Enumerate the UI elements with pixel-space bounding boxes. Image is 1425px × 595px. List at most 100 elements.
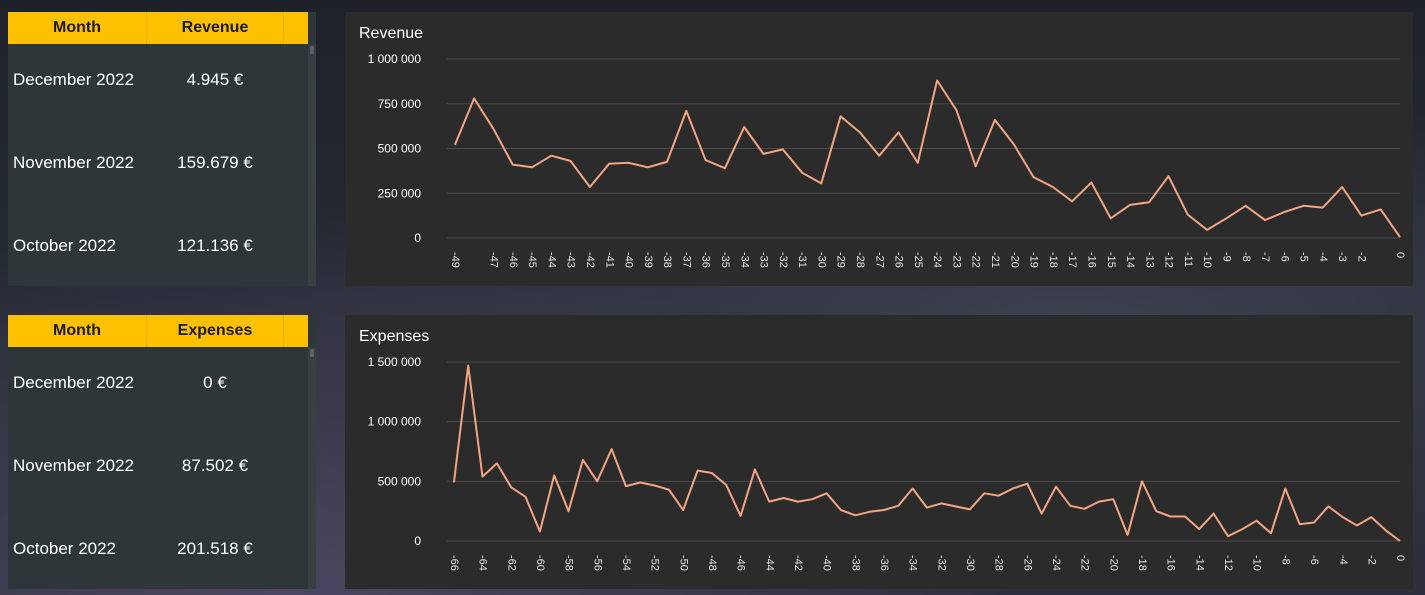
data-point bbox=[531, 166, 533, 168]
data-point bbox=[975, 165, 977, 167]
x-tick-label: -40 bbox=[821, 555, 833, 571]
x-tick-label: -10 bbox=[1251, 555, 1263, 571]
scrollbar-thumb[interactable] bbox=[310, 46, 314, 54]
data-point bbox=[1110, 217, 1112, 219]
chart-title: Revenue bbox=[359, 25, 424, 42]
column-header-revenue[interactable]: Revenue bbox=[147, 12, 284, 44]
data-point bbox=[940, 502, 942, 504]
data-point bbox=[1129, 204, 1131, 206]
data-point bbox=[582, 459, 584, 461]
data-point bbox=[685, 110, 687, 112]
data-point bbox=[869, 511, 871, 513]
data-point bbox=[897, 131, 899, 133]
x-tick-label: -45 bbox=[526, 252, 538, 268]
x-tick-label: -8 bbox=[1240, 252, 1252, 262]
data-point bbox=[568, 510, 570, 512]
data-point bbox=[1206, 229, 1208, 231]
y-tick-label: 500 000 bbox=[378, 474, 422, 488]
data-point bbox=[1299, 523, 1301, 525]
data-point bbox=[797, 501, 799, 503]
data-point bbox=[711, 472, 713, 474]
data-point bbox=[666, 161, 668, 163]
x-tick-label: -25 bbox=[912, 252, 924, 268]
data-point bbox=[1055, 486, 1057, 488]
data-point bbox=[1284, 487, 1286, 489]
data-point bbox=[1184, 516, 1186, 518]
data-point bbox=[743, 126, 745, 128]
month-cell: December 2022 bbox=[13, 70, 134, 89]
data-point bbox=[1313, 522, 1315, 524]
column-header-month[interactable]: Month bbox=[8, 12, 147, 44]
month-cell: November 2022 bbox=[13, 456, 134, 475]
data-point bbox=[826, 492, 828, 494]
x-tick-label: -32 bbox=[935, 555, 947, 571]
data-point bbox=[525, 496, 527, 498]
table-header: Month Expenses bbox=[8, 315, 308, 347]
x-tick-label: -26 bbox=[893, 252, 905, 268]
data-point bbox=[697, 470, 699, 472]
y-tick-label: 1 000 000 bbox=[368, 415, 422, 429]
data-point bbox=[955, 109, 957, 111]
x-tick-label: -28 bbox=[854, 252, 866, 268]
x-tick-label: -30 bbox=[964, 555, 976, 571]
x-tick-label: -7 bbox=[1259, 252, 1271, 262]
data-point bbox=[1356, 524, 1358, 526]
series-line bbox=[452, 364, 1401, 542]
x-tick-label: -20 bbox=[1107, 555, 1119, 571]
x-tick-label: -16 bbox=[1165, 555, 1177, 571]
data-point bbox=[570, 160, 572, 162]
data-point bbox=[1071, 200, 1073, 202]
table-row[interactable]: December 2022 4.945 € bbox=[8, 70, 308, 90]
x-tick-label: -34 bbox=[738, 252, 750, 268]
data-point bbox=[1170, 516, 1172, 518]
data-point bbox=[1090, 182, 1092, 184]
x-tick-label: -18 bbox=[1136, 555, 1148, 571]
column-header-month[interactable]: Month bbox=[8, 315, 147, 347]
table-row[interactable]: December 2022 0 € bbox=[8, 373, 308, 393]
table-scrollbar[interactable] bbox=[308, 44, 316, 286]
x-tick-label: -31 bbox=[796, 252, 808, 268]
data-point bbox=[1155, 510, 1157, 512]
data-point bbox=[1141, 480, 1143, 482]
x-tick-label: -4 bbox=[1317, 252, 1329, 262]
y-tick-label: 0 bbox=[414, 534, 421, 548]
x-tick-label: -12 bbox=[1163, 252, 1175, 268]
table-row[interactable]: October 2022 201.518 € bbox=[8, 539, 308, 559]
data-point bbox=[647, 166, 649, 168]
x-tick-label: -3 bbox=[1336, 252, 1348, 262]
data-point bbox=[854, 514, 856, 516]
x-tick-label: -47 bbox=[488, 252, 500, 268]
data-point bbox=[1213, 513, 1215, 515]
x-tick-label: -13 bbox=[1143, 252, 1155, 268]
data-point bbox=[668, 489, 670, 491]
data-point bbox=[627, 162, 629, 164]
table-scrollbar[interactable] bbox=[308, 347, 316, 589]
x-tick-label: -5 bbox=[1298, 252, 1310, 262]
x-tick-label: -38 bbox=[849, 555, 861, 571]
data-point bbox=[840, 509, 842, 511]
column-header-expenses[interactable]: Expenses bbox=[147, 315, 284, 347]
x-tick-label: -32 bbox=[777, 252, 789, 268]
x-tick-label: -33 bbox=[758, 252, 770, 268]
data-point bbox=[596, 480, 598, 482]
x-tick-label: -24 bbox=[1050, 555, 1062, 571]
table-row[interactable]: October 2022 121.136 € bbox=[8, 236, 308, 256]
table-row[interactable]: November 2022 87.502 € bbox=[8, 456, 308, 476]
data-point bbox=[1013, 144, 1015, 146]
data-point bbox=[639, 482, 641, 484]
data-point bbox=[705, 159, 707, 161]
data-point bbox=[1227, 535, 1229, 537]
x-tick-label: -62 bbox=[505, 555, 517, 571]
data-point bbox=[955, 505, 957, 507]
data-point bbox=[539, 530, 541, 532]
x-tick-label: 0 bbox=[1394, 555, 1406, 561]
x-tick-label: -60 bbox=[534, 555, 546, 571]
x-tick-label: -14 bbox=[1193, 555, 1205, 571]
month-cell: October 2022 bbox=[13, 236, 117, 255]
data-point bbox=[782, 148, 784, 150]
table-row[interactable]: November 2022 159.679 € bbox=[8, 153, 308, 173]
data-point bbox=[550, 155, 552, 157]
scrollbar-thumb[interactable] bbox=[310, 349, 314, 357]
data-point bbox=[1241, 528, 1243, 530]
